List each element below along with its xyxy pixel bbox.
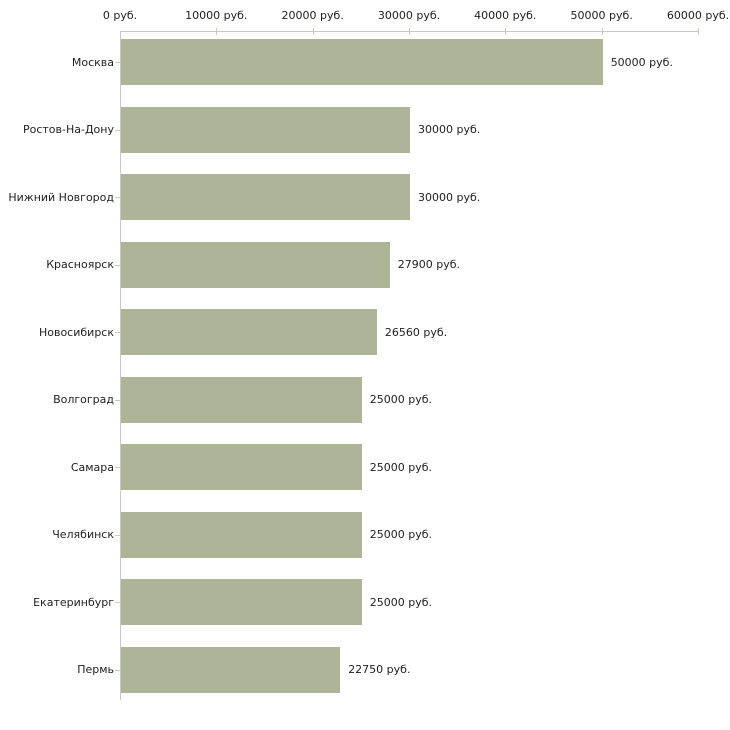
bar[interactable]: 25000 руб. (121, 444, 432, 490)
bar[interactable]: 26560 руб. (121, 309, 447, 355)
bar-row: Пермь 22750 руб. (0, 639, 730, 706)
category-label: Челябинск (52, 528, 114, 541)
x-axis-tick (505, 28, 507, 35)
x-axis-label: 30000 руб. (377, 9, 441, 22)
y-axis-tick (115, 467, 120, 468)
bar[interactable]: 25000 руб. (121, 511, 432, 558)
value-label: 26560 руб. (384, 325, 448, 339)
y-axis-tick (115, 534, 120, 536)
bar-row: Самара 25000 руб. (0, 436, 730, 503)
x-axis-tick (312, 28, 314, 35)
value-label: 50000 руб. (610, 55, 673, 69)
y-axis-tick (115, 62, 120, 63)
x-axis-tick (698, 28, 699, 35)
y-axis-tick (115, 669, 120, 671)
bar-row: Нижний Новгород 30000 руб. (0, 166, 730, 233)
x-axis-label: 0 руб. (102, 9, 138, 22)
x-axis-label: 10000 руб. (185, 9, 248, 22)
category-label: Новосибирск (38, 325, 114, 339)
bar-row: Челябинск 25000 руб. (0, 504, 730, 571)
value-label: 30000 руб. (418, 190, 481, 204)
y-axis-line (120, 31, 121, 700)
value-label: 25000 руб. (369, 528, 433, 541)
bar[interactable]: 50000 руб. (121, 39, 673, 85)
y-axis-tick (115, 197, 120, 198)
bar[interactable]: 25000 руб. (121, 579, 432, 625)
bar[interactable]: 30000 руб. (121, 174, 480, 220)
x-axis-label: 20000 руб. (281, 9, 344, 22)
category-label: Москва (71, 55, 114, 69)
y-axis-tick (115, 399, 120, 401)
category-label: Ростов-На-Дону (22, 123, 114, 136)
y-axis-tick (115, 264, 120, 266)
bar[interactable]: 25000 руб. (121, 376, 432, 423)
bar-row: Новосибирск 26560 руб. (0, 301, 730, 368)
y-axis-tick (115, 602, 120, 603)
value-label: 25000 руб. (369, 460, 433, 474)
category-label: Екатеринбург (33, 595, 114, 609)
bar[interactable]: 30000 руб. (121, 106, 480, 153)
value-label: 27900 руб. (397, 258, 461, 271)
y-axis-tick (115, 129, 120, 131)
y-axis-tick (115, 332, 120, 333)
bar-row: Москва 50000 руб. (0, 31, 730, 98)
bar[interactable]: 22750 руб. (121, 646, 410, 693)
category-label: Красноярск (46, 258, 114, 271)
x-axis-tick (216, 28, 218, 35)
category-label: Волгоград (53, 393, 114, 406)
x-axis-tick (409, 28, 410, 35)
category-label: Пермь (77, 663, 114, 676)
bar-row: Ростов-На-Дону 30000 руб. (0, 99, 730, 166)
category-label: Нижний Новгород (8, 190, 114, 204)
bar-row: Екатеринбург 25000 руб. (0, 571, 730, 638)
value-label: 30000 руб. (418, 123, 481, 136)
x-axis-tick (601, 28, 603, 35)
x-axis-label: 50000 руб. (570, 9, 633, 22)
value-label: 25000 руб. (369, 595, 433, 609)
x-axis-label: 60000 руб. (666, 9, 730, 22)
value-label: 22750 руб. (348, 663, 411, 676)
bar-row: Красноярск 27900 руб. (0, 234, 730, 301)
value-label: 25000 руб. (369, 393, 433, 406)
category-label: Самара (70, 460, 114, 474)
x-axis-label: 40000 руб. (474, 9, 537, 22)
bar-row: Волгоград 25000 руб. (0, 369, 730, 436)
bar[interactable]: 27900 руб. (121, 241, 460, 288)
